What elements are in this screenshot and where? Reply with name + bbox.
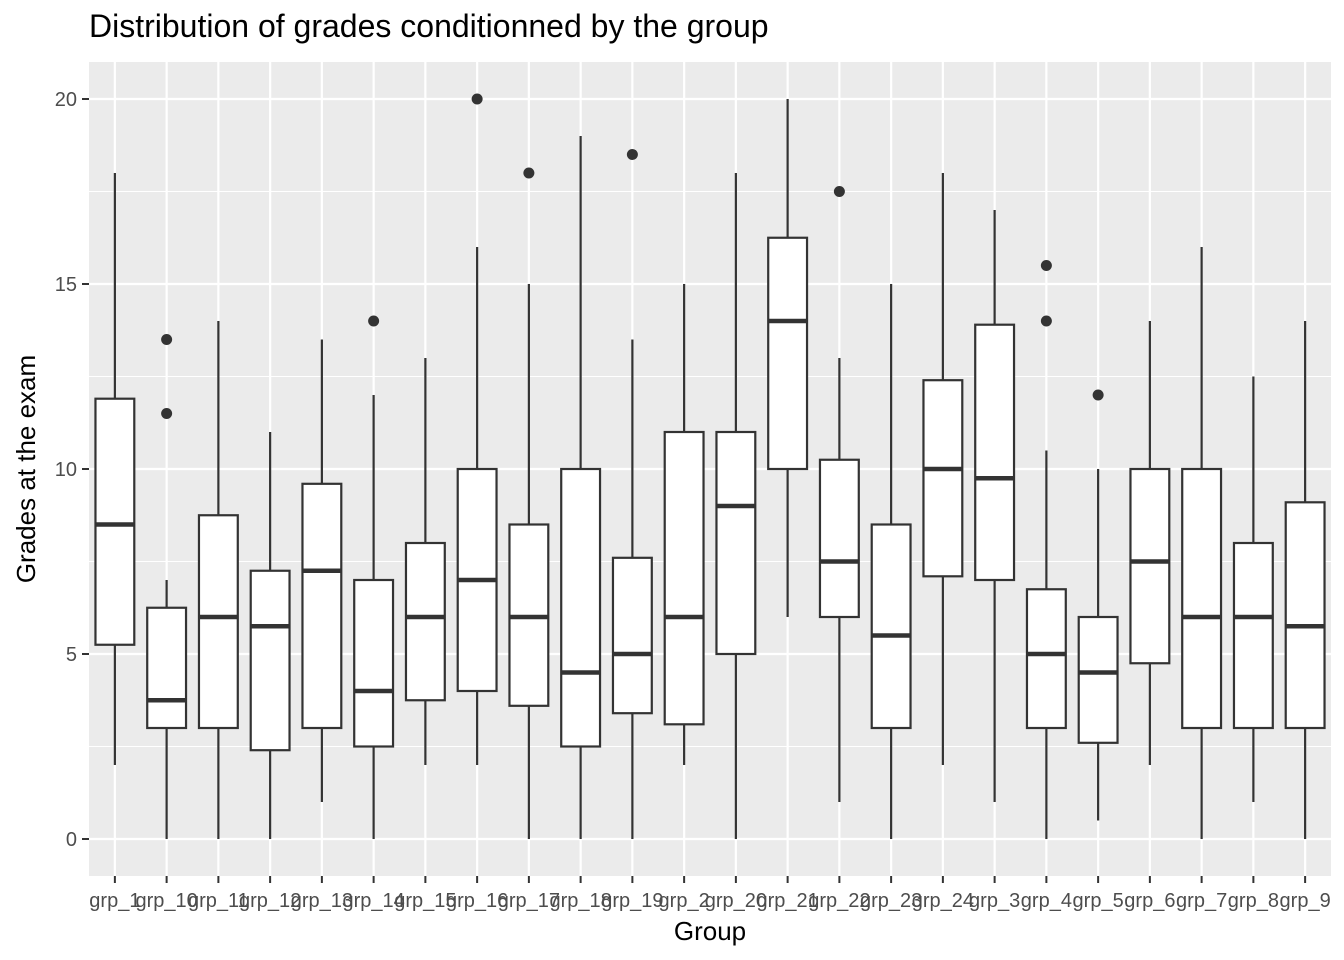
- outlier-point: [1092, 389, 1104, 401]
- box-grp_4: [1025, 260, 1067, 839]
- iqr-box: [1284, 501, 1326, 730]
- iqr-box: [353, 578, 395, 748]
- box-grp_3: [974, 210, 1016, 802]
- x-tick-label: grp_11: [188, 890, 249, 912]
- outlier-point: [368, 315, 380, 327]
- box-grp_15: [404, 358, 446, 765]
- outlier-point: [626, 149, 638, 160]
- box-grp_17: [508, 167, 550, 839]
- x-tick-label: grp_5: [1073, 890, 1124, 912]
- box-grp_14: [353, 315, 395, 839]
- box-grp_19: [611, 149, 653, 839]
- y-axis: 0 5 10 15 20: [55, 89, 89, 851]
- minor-gridlines: [89, 190, 1331, 748]
- outlier-point: [523, 167, 535, 179]
- outlier-point: [1040, 260, 1052, 271]
- box-grp_13: [301, 339, 343, 802]
- x-tick-label: grp_9: [1280, 890, 1331, 912]
- box-grp_21: [767, 99, 809, 617]
- box-grp_10: [146, 334, 188, 839]
- x-tick-label: grp_24: [912, 890, 974, 912]
- x-tick-label: grp_6: [1124, 890, 1175, 912]
- iqr-box: [611, 556, 653, 715]
- y-tick-label: 15: [55, 274, 77, 296]
- box-grp_12: [249, 432, 291, 839]
- y-tick-label: 20: [55, 89, 77, 111]
- iqr-box: [974, 323, 1016, 582]
- x-tick-label: grp_13: [291, 890, 353, 912]
- iqr-box: [1025, 588, 1067, 730]
- x-tick-label: grp_18: [549, 890, 611, 912]
- iqr-box: [1181, 467, 1223, 730]
- x-tick-label: grp_21: [756, 890, 818, 912]
- y-tick-label: 5: [66, 644, 77, 666]
- y-tick-label: 10: [55, 459, 77, 481]
- iqr-box: [249, 569, 291, 752]
- iqr-box: [560, 467, 602, 748]
- x-tick-label: grp_2: [659, 890, 710, 912]
- x-tick-label: grp_1: [89, 890, 140, 912]
- iqr-box: [146, 606, 188, 730]
- x-tick-label: grp_12: [239, 890, 301, 912]
- box-grp_7: [1181, 247, 1223, 839]
- iqr-box: [1232, 541, 1274, 730]
- x-tick-label: grp_22: [808, 890, 870, 912]
- box-grp_24: [922, 173, 964, 765]
- iqr-box: [715, 430, 757, 656]
- box-grp_23: [870, 284, 912, 839]
- x-tick-label: grp_3: [969, 890, 1020, 912]
- x-axis-label: Group: [674, 916, 746, 946]
- iqr-box: [301, 482, 343, 730]
- box-grp_18: [560, 136, 602, 839]
- x-tick-label: grp_20: [705, 890, 767, 912]
- box-grp_11: [197, 321, 239, 839]
- box-grp_20: [715, 173, 757, 839]
- box-series: [94, 93, 1326, 839]
- x-tick-label: grp_8: [1228, 890, 1279, 912]
- iqr-box: [663, 430, 705, 726]
- y-tick-label: 0: [66, 829, 77, 851]
- iqr-box: [404, 541, 446, 702]
- box-grp_16: [456, 93, 498, 765]
- outlier-point: [161, 408, 173, 419]
- iqr-box: [922, 379, 964, 578]
- x-tick-label: grp_16: [446, 890, 508, 912]
- iqr-box: [767, 236, 809, 471]
- box-grp_22: [818, 186, 860, 802]
- box-grp_5: [1077, 389, 1119, 821]
- y-axis-label: Grades at the exam: [11, 355, 41, 583]
- iqr-box: [870, 523, 912, 730]
- outlier-point: [161, 334, 173, 345]
- box-grp_6: [1129, 321, 1171, 765]
- iqr-box: [818, 458, 860, 619]
- iqr-box: [197, 514, 239, 730]
- x-tick-label: grp_4: [1021, 890, 1072, 912]
- box-grp_2: [663, 284, 705, 765]
- x-tick-label: grp_10: [135, 890, 197, 912]
- box-grp_1: [94, 173, 136, 765]
- x-tick-label: grp_23: [860, 890, 922, 912]
- x-tick-label: grp_14: [342, 890, 404, 912]
- x-tick-label: grp_7: [1176, 890, 1227, 912]
- x-tick-label: grp_19: [601, 890, 663, 912]
- outlier-point: [1040, 315, 1052, 327]
- box-grp_8: [1232, 376, 1274, 802]
- box-grp_9: [1284, 321, 1326, 839]
- outlier-point: [471, 93, 483, 105]
- x-tick-label: grp_17: [498, 890, 560, 912]
- outlier-point: [833, 186, 845, 197]
- x-tick-label: grp_15: [394, 890, 456, 912]
- iqr-box: [1129, 467, 1171, 665]
- x-axis: grp_1grp_10grp_11grp_12grp_13grp_14grp_1…: [89, 876, 1331, 912]
- chart-title: Distribution of grades conditionned by t…: [89, 8, 769, 44]
- iqr-box: [94, 397, 136, 646]
- iqr-box: [1077, 615, 1119, 744]
